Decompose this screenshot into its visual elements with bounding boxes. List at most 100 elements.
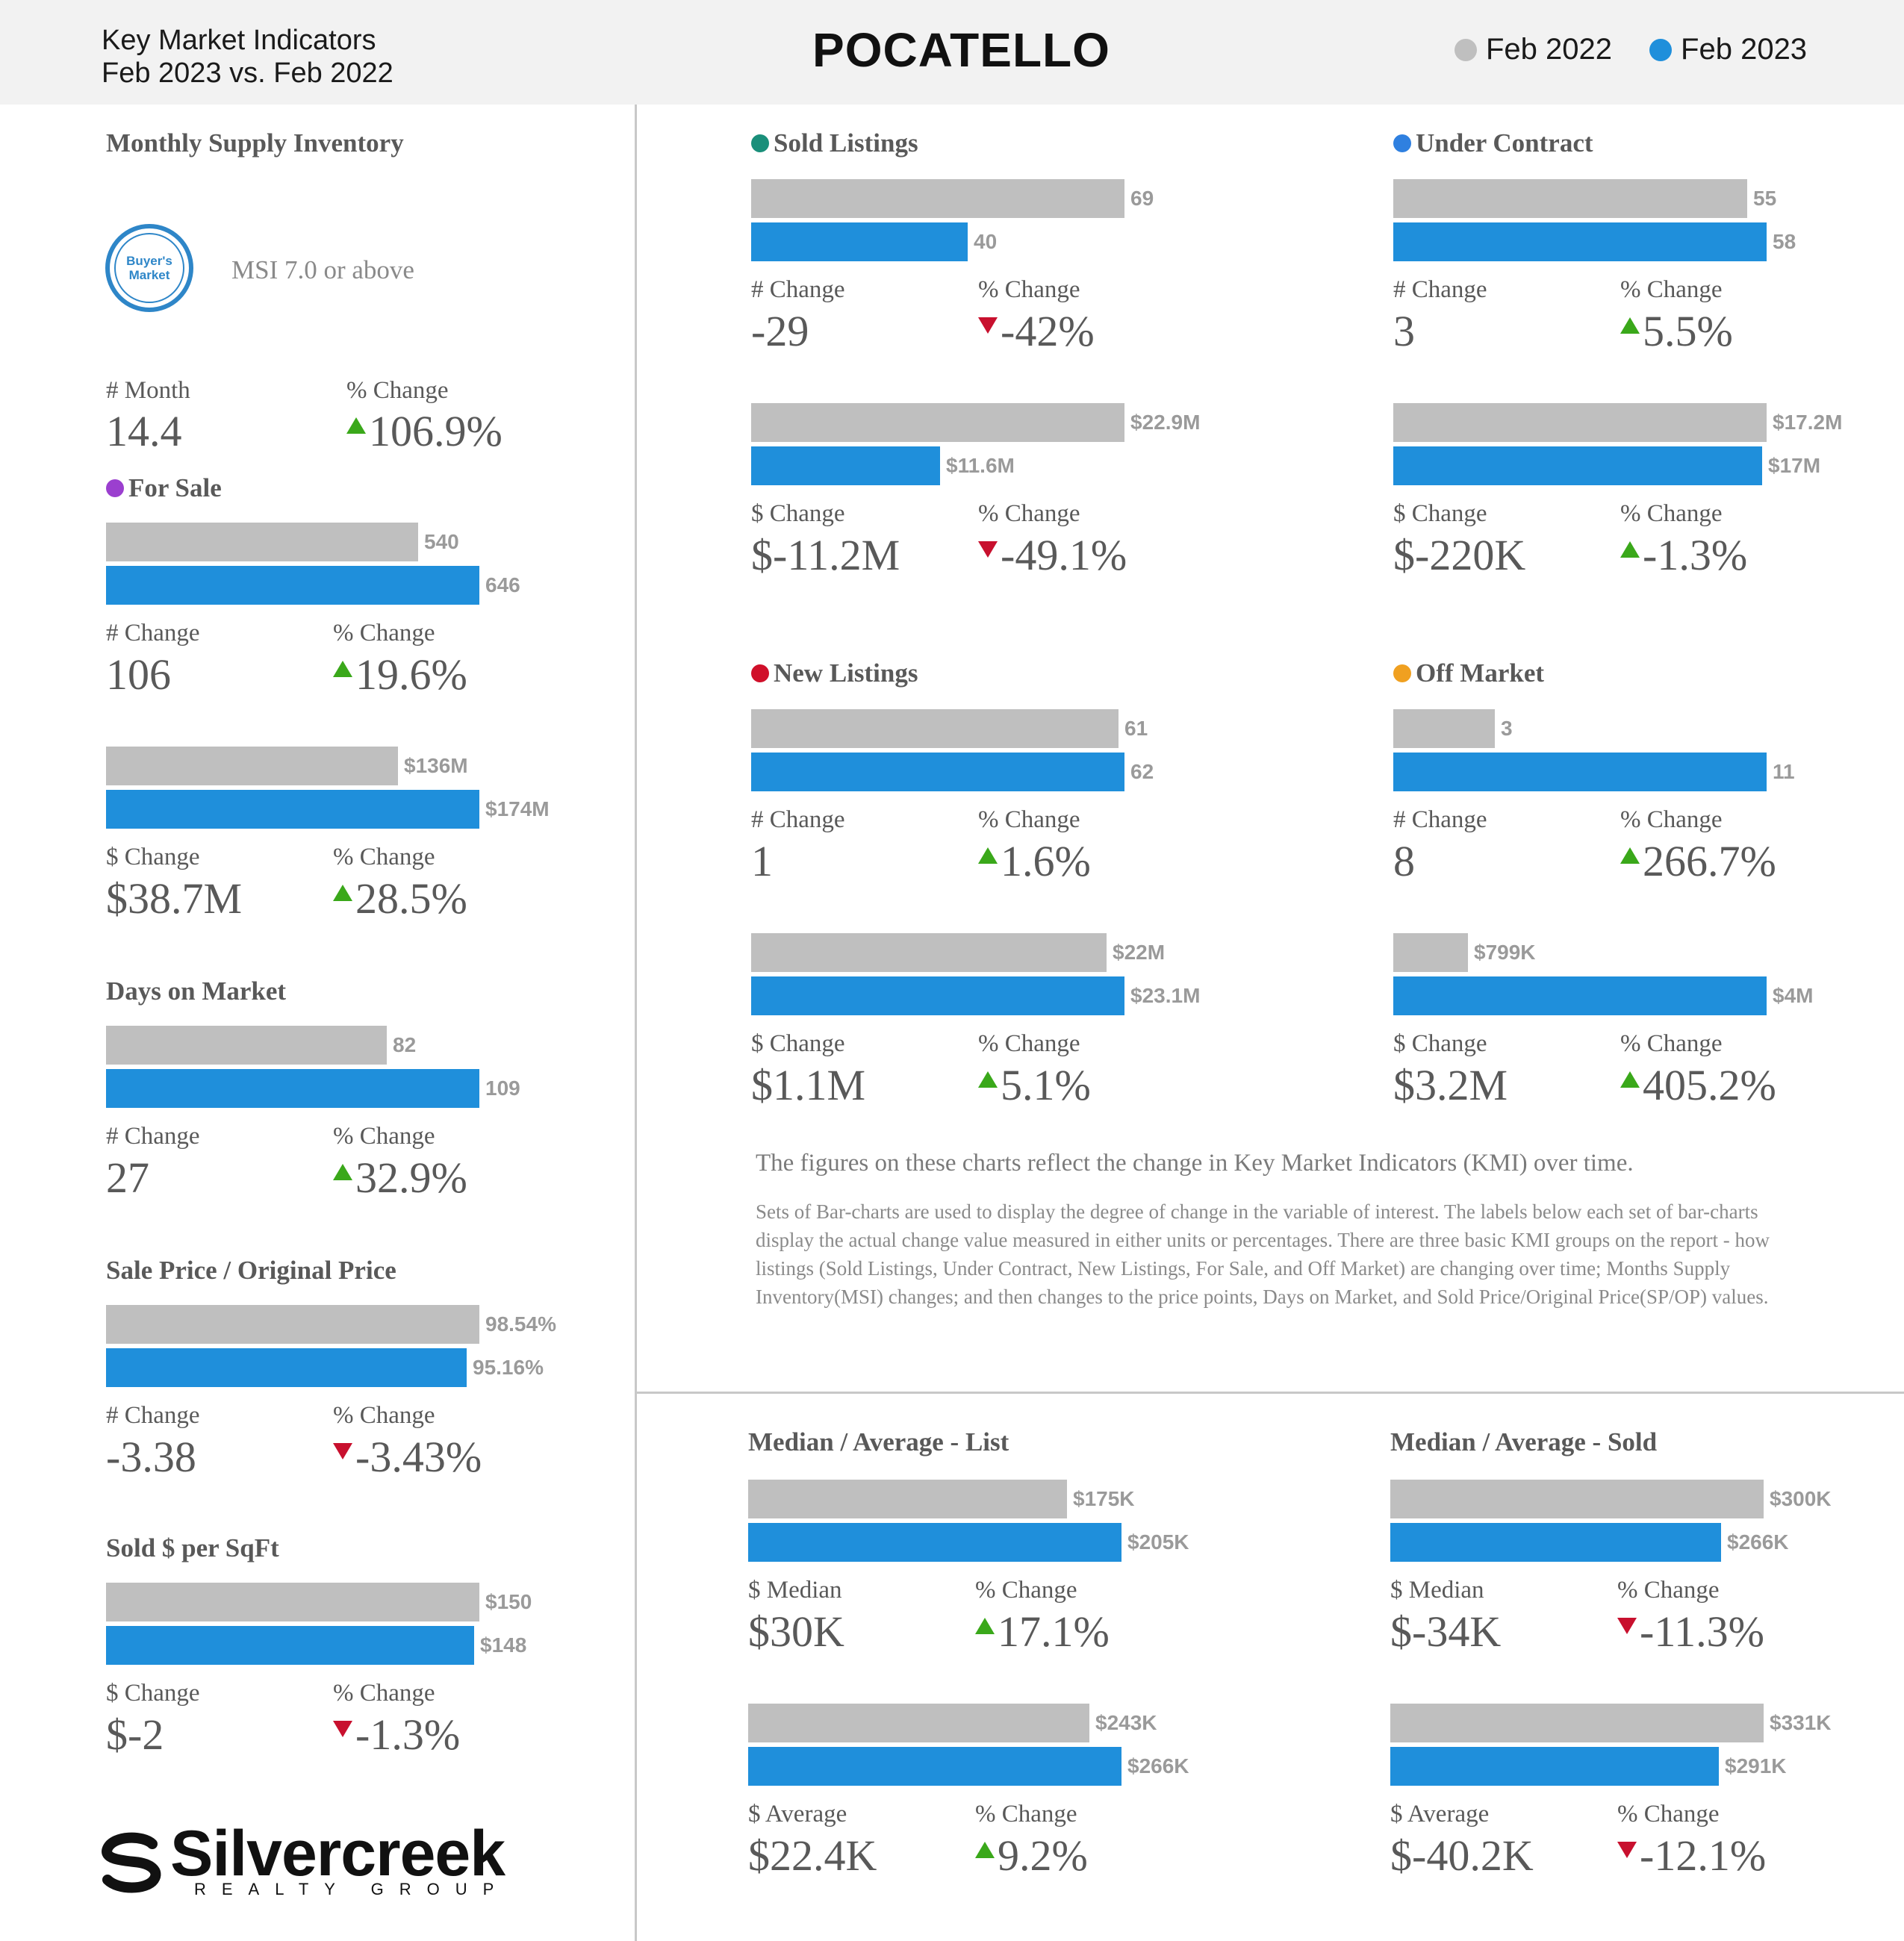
sold_average-stat2-value: -12.1% [1617, 1833, 1766, 1878]
new_count-title-dot-icon [751, 664, 769, 682]
msi-title: Monthly Supply Inventory [106, 128, 404, 158]
sold_per_sqft-stat2-text: -1.3% [355, 1710, 461, 1759]
sold_average-stat2-text: -12.1% [1640, 1831, 1767, 1880]
off_count-stat2-text: 266.7% [1643, 837, 1776, 885]
uc_count-title-dot-icon [1393, 134, 1411, 152]
sold_per_sqft-bar-feb-2023 [106, 1626, 474, 1665]
uc_volume-stat2-label: % Change [1620, 500, 1723, 527]
header-title: Key Market Indicators Feb 2023 vs. Feb 2… [102, 24, 393, 90]
for_sale_count-bar-label-feb-2023: 646 [485, 573, 520, 596]
off_count-title-text: Off Market [1416, 658, 1545, 688]
sold_median-bar-label-feb-2023: $266K [1727, 1530, 1789, 1554]
sp_op-bar-feb-2023 [106, 1348, 467, 1387]
uc_count-title-text: Under Contract [1416, 128, 1593, 158]
list_median-stat2-value: 17.1% [975, 1610, 1110, 1654]
legend: Feb 2022 Feb 2023 [1455, 33, 1807, 66]
off_volume-stat2-label: % Change [1620, 1030, 1723, 1057]
sp_op-title: Sale Price / Original Price [106, 1256, 396, 1286]
change-up-icon [333, 1164, 352, 1180]
uc_count-title: Under Contract [1393, 128, 1593, 158]
change-down-icon [978, 541, 998, 558]
sold_count-bar-feb-2022 [751, 179, 1124, 218]
sold_median-stat2-label: % Change [1617, 1577, 1720, 1604]
sold_count-bar-feb-2023 [751, 222, 968, 261]
new_count-title: New Listings [751, 658, 918, 688]
uc_count-bar-feb-2023 [1393, 222, 1767, 261]
days_on_market-stat2-label: % Change [333, 1123, 435, 1150]
sold_per_sqft-bar-label-feb-2023: $148 [480, 1633, 527, 1657]
uc_volume-stat2-value: -1.3% [1620, 533, 1747, 578]
off_count-title: Off Market [1393, 658, 1544, 688]
for_sale_count-stat2-text: 19.6% [355, 650, 467, 699]
sold_median-stat2-value: -11.3% [1617, 1610, 1764, 1654]
list_average-stat1-value: $22.4K [748, 1831, 877, 1880]
off_count-stat1-value: 8 [1393, 837, 1415, 885]
off_volume-bar-feb-2022 [1393, 933, 1468, 972]
list_median-stat1-label: $ Median [748, 1577, 842, 1604]
for_sale_count-bar-feb-2023 [106, 566, 479, 605]
new_volume-stat1-value: $1.1M [751, 1061, 866, 1109]
change-down-icon [333, 1721, 352, 1737]
sold_per_sqft-stat2-value: -1.3% [333, 1713, 460, 1757]
off_volume-bar-feb-2023 [1393, 976, 1767, 1015]
for_sale_count-title-dot-icon [106, 479, 124, 497]
new_count-bar-label-feb-2023: 62 [1130, 760, 1154, 783]
list_average-bar-feb-2022 [748, 1704, 1089, 1742]
sold_volume-stat2-label: % Change [978, 500, 1080, 527]
badge-line1: Buyer's [126, 254, 172, 268]
uc_count-bar-feb-2022 [1393, 179, 1747, 218]
msi-note: MSI 7.0 or above [231, 255, 414, 284]
legend-dot-feb-2023 [1649, 38, 1673, 61]
new_count-title-text: New Listings [774, 658, 918, 688]
list_average-stat2-text: 9.2% [998, 1831, 1088, 1880]
days_on_market-bar-feb-2023 [106, 1069, 479, 1108]
new_volume-stat1-label: $ Change [751, 1030, 845, 1057]
uc_count-stat2-value: 5.5% [1620, 309, 1733, 354]
uc_volume-bar-label-feb-2023: $17M [1768, 454, 1821, 477]
off_volume-stat2-value: 405.2% [1620, 1063, 1776, 1108]
sold_per_sqft-stat1-label: $ Change [106, 1680, 200, 1707]
list_median-bar-label-feb-2023: $205K [1127, 1530, 1189, 1554]
change-up-icon [1620, 1071, 1640, 1088]
off_volume-stat2-text: 405.2% [1643, 1061, 1776, 1109]
sp_op-bar-label-feb-2023: 95.16% [473, 1356, 544, 1379]
uc_volume-bar-feb-2023 [1393, 446, 1762, 485]
header-title-line1: Key Market Indicators [102, 25, 376, 56]
for_sale_count-bar-label-feb-2022: 540 [424, 530, 459, 553]
new_volume-bar-feb-2022 [751, 933, 1107, 972]
list_median-bar-feb-2022 [748, 1480, 1067, 1518]
list_average-stat2-value: 9.2% [975, 1833, 1088, 1878]
days_on_market-stat2-value: 32.9% [333, 1156, 467, 1200]
off_count-bar-label-feb-2022: 3 [1501, 717, 1513, 740]
change-down-icon [1617, 1618, 1637, 1634]
list_median-bar-label-feb-2022: $175K [1073, 1487, 1135, 1510]
sold_per_sqft-stat2-label: % Change [333, 1680, 435, 1707]
uc_volume-bar-feb-2022 [1393, 403, 1767, 442]
list_median-bar-feb-2023 [748, 1523, 1121, 1562]
sp_op-stat2-text: -3.43% [355, 1433, 482, 1481]
for_sale_count-stat2-label: % Change [333, 620, 435, 647]
list_median-stat1-value: $30K [748, 1607, 844, 1656]
new_volume-stat2-value: 5.1% [978, 1063, 1091, 1108]
new_count-bar-feb-2023 [751, 753, 1124, 791]
sp_op-stat1-value: -3.38 [106, 1433, 196, 1481]
sold_count-stat1-label: # Change [751, 276, 845, 303]
uc_count-stat2-text: 5.5% [1643, 307, 1733, 355]
off_count-stat1-label: # Change [1393, 806, 1487, 833]
days_on_market-bar-label-feb-2022: 82 [393, 1033, 417, 1056]
sold_average-stat2-label: % Change [1617, 1801, 1720, 1828]
change-up-icon [978, 1071, 998, 1088]
for_sale_count-title-text: For Sale [128, 473, 222, 502]
sold_count-stat2-value: -42% [978, 309, 1095, 354]
days_on_market-stat2-text: 32.9% [355, 1153, 467, 1202]
sold_median-stat1-value: $-34K [1390, 1607, 1502, 1656]
sold_per_sqft-title-text: Sold $ per SqFt [106, 1533, 279, 1563]
notes-detail: Sets of Bar-charts are used to display t… [756, 1200, 1770, 1308]
list_average-bar-label-feb-2023: $266K [1127, 1754, 1189, 1778]
list_median-title-text: Median / Average - List [748, 1427, 1009, 1456]
list_average-bar-label-feb-2022: $243K [1095, 1711, 1157, 1734]
for_sale_volume-bar-feb-2022 [106, 747, 398, 785]
city-title: POCATELLO [812, 23, 1110, 77]
new_count-stat2-text: 1.6% [1001, 837, 1091, 885]
off_count-bar-feb-2022 [1393, 709, 1495, 748]
